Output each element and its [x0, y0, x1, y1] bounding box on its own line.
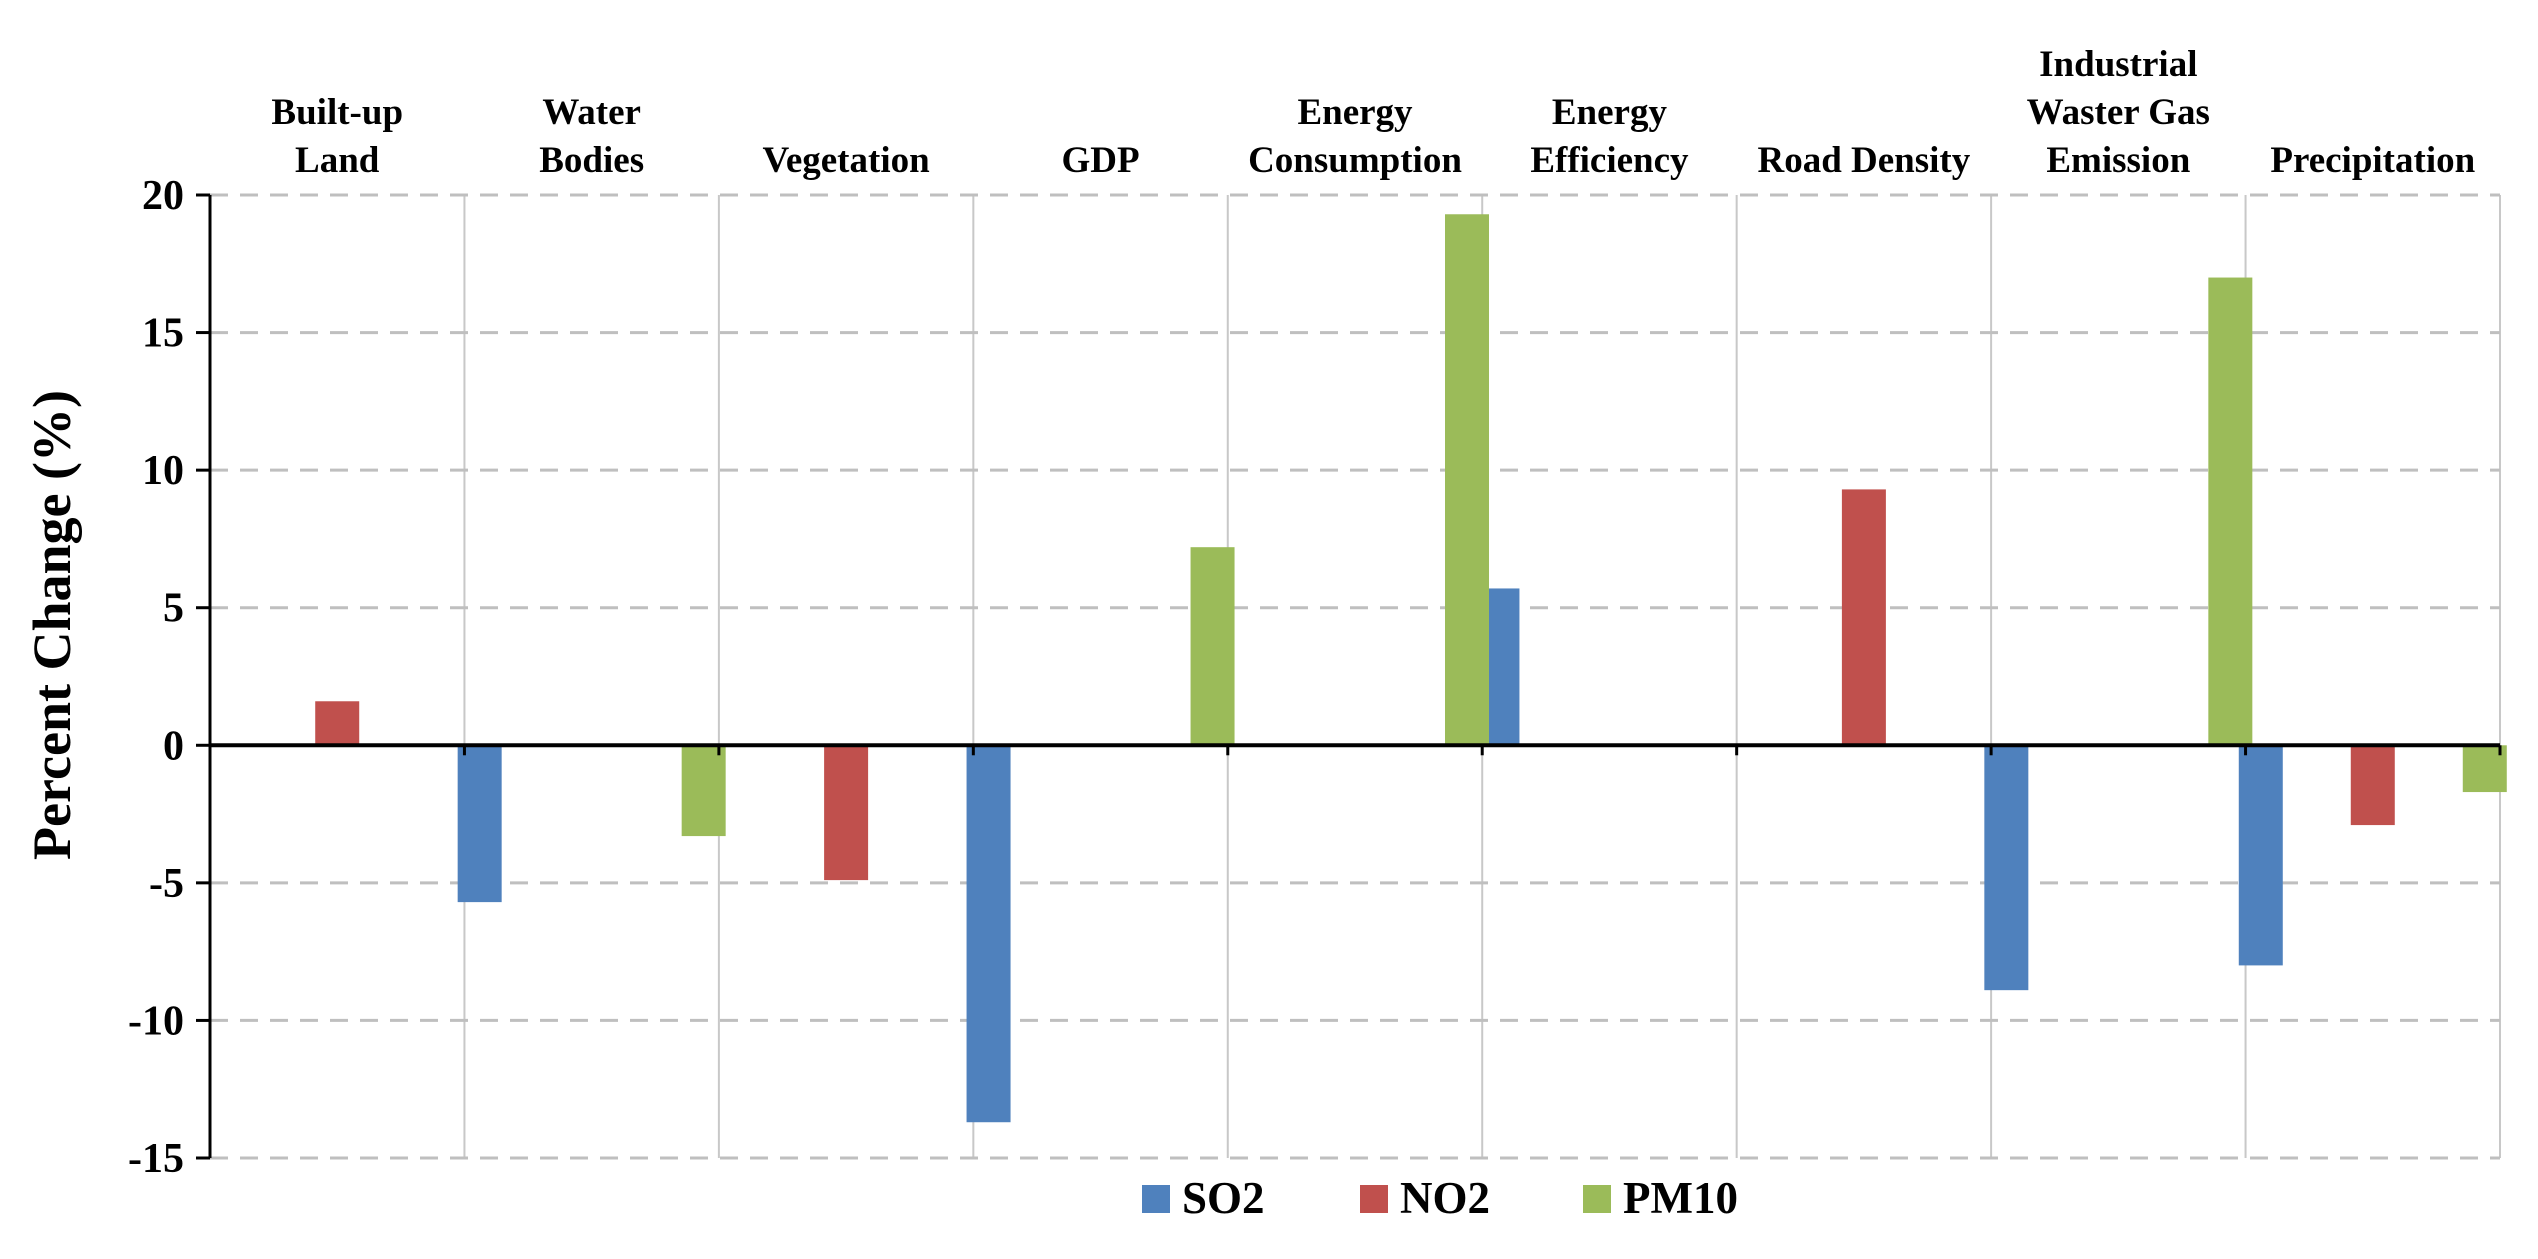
legend-swatch-no2: [1360, 1185, 1388, 1213]
y-tick-label: 20: [142, 173, 184, 219]
bar-so2: [1984, 745, 2029, 991]
bars: [315, 214, 2507, 1123]
y-axis-title: Percent Change (%): [22, 390, 82, 860]
legend-label-so2: SO2: [1182, 1173, 1265, 1223]
bar-no2: [315, 701, 360, 746]
bar-pm10: [681, 745, 726, 837]
y-tick-label: -10: [128, 998, 184, 1044]
category-label: Road Density: [1757, 140, 1970, 181]
bar-so2: [966, 745, 1011, 1123]
category-label: Energy: [1297, 92, 1413, 133]
bar-pm10: [1445, 214, 1489, 746]
bar-pm10: [1190, 547, 1235, 746]
legend-swatch-so2: [1142, 1185, 1170, 1213]
category-label: Efficiency: [1530, 140, 1689, 181]
category-label: Bodies: [539, 140, 644, 181]
y-tick-label: 0: [163, 723, 184, 769]
y-tick-label: -5: [149, 861, 184, 907]
legend-swatch-pm10: [1583, 1185, 1611, 1213]
category-label: Consumption: [1248, 140, 1462, 181]
legend-label-pm10: PM10: [1623, 1173, 1738, 1223]
category-label: Land: [295, 140, 380, 181]
bar-no2: [824, 745, 869, 881]
bar-so2: [457, 745, 502, 903]
y-tick-label: 10: [142, 448, 184, 494]
category-label: Emission: [2046, 140, 2190, 181]
category-label: Water: [542, 92, 641, 133]
y-tick-label: -15: [128, 1136, 184, 1182]
category-label: GDP: [1062, 140, 1140, 181]
y-tick-label: 15: [142, 311, 184, 357]
category-label: Precipitation: [2270, 140, 2475, 181]
category-label: Energy: [1552, 92, 1668, 133]
category-label: Vegetation: [763, 140, 931, 181]
y-tick-label: 5: [163, 586, 184, 632]
labels: 20 15 10 5 0 -5 -10 -15 Built-up Land Water Bodies V…: [128, 44, 2476, 1182]
category-label: Built-up: [271, 92, 403, 133]
gridlines: [210, 193, 2501, 1160]
legend: SO2 NO2 PM10: [1142, 1173, 1738, 1223]
bar-so2: [2238, 745, 2283, 966]
category-label: Waster Gas: [2027, 92, 2210, 133]
bar-pm10: [2208, 277, 2253, 746]
axes: [196, 193, 2502, 1160]
legend-label-no2: NO2: [1400, 1173, 1490, 1223]
category-label: Industrial: [2039, 44, 2197, 85]
bar-no2: [1841, 489, 1886, 746]
bar-no2: [2350, 745, 2395, 826]
